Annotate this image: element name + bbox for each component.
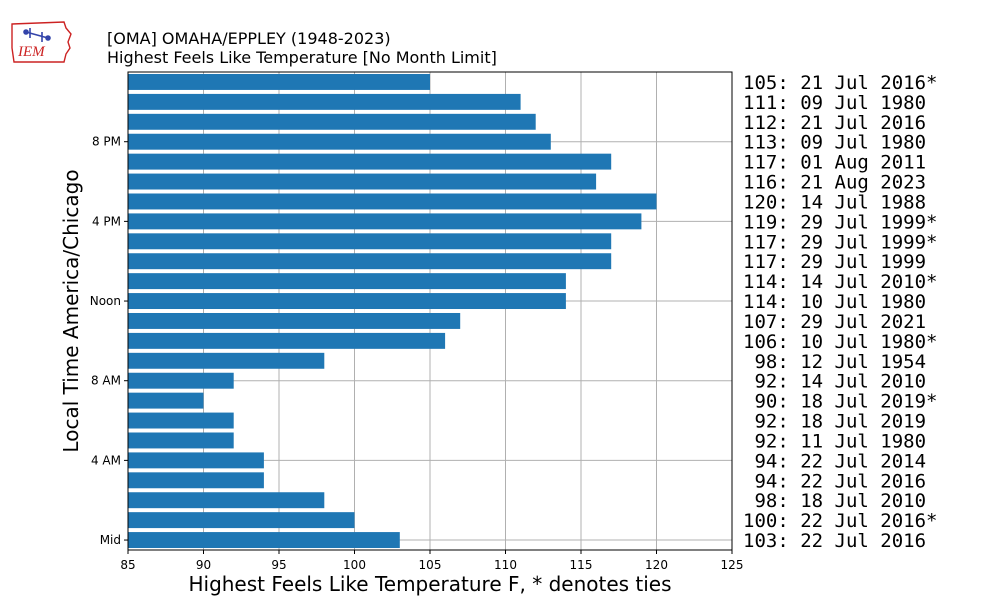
bar-value-label: 98: 12 Jul 1954 <box>743 351 926 373</box>
bar-value-label: 116: 21 Aug 2023 <box>743 172 926 194</box>
y-axis-label: Local Time America/Chicago <box>59 169 83 452</box>
x-tick-label: 85 <box>120 558 135 572</box>
bar-value-label: 92: 11 Jul 1980 <box>743 430 926 452</box>
bar <box>128 273 566 290</box>
bar-value-label: 114: 10 Jul 1980 <box>743 291 926 313</box>
x-axis-label: Highest Feels Like Temperature F, * deno… <box>188 572 671 596</box>
x-tick-label: 90 <box>196 558 211 572</box>
y-tick-label: Mid <box>100 533 121 547</box>
bar-value-label: 100: 22 Jul 2016* <box>743 510 937 532</box>
bar-value-label: 111: 09 Jul 1980 <box>743 92 926 114</box>
y-tick-label: 8 PM <box>92 135 121 149</box>
bar-value-label: 103: 22 Jul 2016 <box>743 530 926 552</box>
bar <box>128 173 597 190</box>
x-tick-label: 100 <box>343 558 366 572</box>
bar <box>128 352 325 369</box>
x-tick-label: 95 <box>271 558 286 572</box>
bar <box>128 113 536 130</box>
x-tick-label: 110 <box>494 558 517 572</box>
bar <box>128 492 325 509</box>
bar <box>128 532 400 549</box>
bar-value-label: 120: 14 Jul 1988 <box>743 191 926 213</box>
y-tick-label: 4 AM <box>91 453 121 467</box>
bar <box>128 472 264 489</box>
x-tick-label: 105 <box>419 558 442 572</box>
chart-title: [OMA] OMAHA/EPPLEY (1948-2023) <box>107 29 391 48</box>
bar <box>128 73 430 90</box>
bar <box>128 452 264 469</box>
x-tick-label: 120 <box>645 558 668 572</box>
bar <box>128 133 551 150</box>
bar <box>128 512 355 529</box>
bar-value-label: 105: 21 Jul 2016* <box>743 72 937 94</box>
y-axis-ticks: Mid 4 AM 8 AM Noon 4 PM 8 PM <box>90 135 128 547</box>
x-axis-ticks: 85 90 95 100 105 110 115 120 125 <box>120 550 743 572</box>
bar-value-label: 98: 18 Jul 2010 <box>743 490 926 512</box>
bar-value-label: 106: 10 Jul 1980* <box>743 331 937 353</box>
y-tick-label: Noon <box>90 294 121 308</box>
bar <box>128 293 566 310</box>
bar <box>128 372 234 389</box>
chart-subtitle: Highest Feels Like Temperature [No Month… <box>107 48 497 67</box>
bar-value-label: 107: 29 Jul 2021 <box>743 311 926 333</box>
bar <box>128 153 612 170</box>
bar <box>128 432 234 449</box>
bar-value-label: 117: 29 Jul 1999* <box>743 231 937 253</box>
bar <box>128 93 521 110</box>
iowa-outline-shape <box>11 21 72 63</box>
bar-value-label: 117: 29 Jul 1999 <box>743 251 926 273</box>
bar <box>128 412 234 429</box>
bar-value-label: 113: 09 Jul 1980 <box>743 132 926 154</box>
weather-station-icon <box>23 28 51 42</box>
bar <box>128 392 204 409</box>
y-tick-label: 8 AM <box>91 374 121 388</box>
bar-value-label: 92: 18 Jul 2019 <box>743 411 926 433</box>
x-tick-label: 125 <box>721 558 744 572</box>
bar <box>128 193 657 210</box>
bar-value-label: 114: 14 Jul 2010* <box>743 271 937 293</box>
bars <box>128 73 657 549</box>
bar-value-label: 117: 01 Aug 2011 <box>743 152 926 174</box>
bar <box>128 312 461 329</box>
bar-value-label: 119: 29 Jul 1999* <box>743 211 937 233</box>
y-tick-label: 4 PM <box>92 214 121 228</box>
bar-value-label: 94: 22 Jul 2016 <box>743 470 926 492</box>
bar <box>128 233 612 250</box>
bar <box>128 253 612 270</box>
bar-value-label: 90: 18 Jul 2019* <box>743 391 937 413</box>
bar-value-label: 112: 21 Jul 2016 <box>743 112 926 134</box>
x-tick-label: 115 <box>570 558 593 572</box>
iem-logo: IEM <box>11 21 72 63</box>
bar-value-label: 94: 22 Jul 2014 <box>743 450 926 472</box>
bar-value-label: 92: 14 Jul 2010 <box>743 371 926 393</box>
bar <box>128 332 446 349</box>
bar <box>128 213 642 230</box>
logo-text: IEM <box>17 44 46 60</box>
